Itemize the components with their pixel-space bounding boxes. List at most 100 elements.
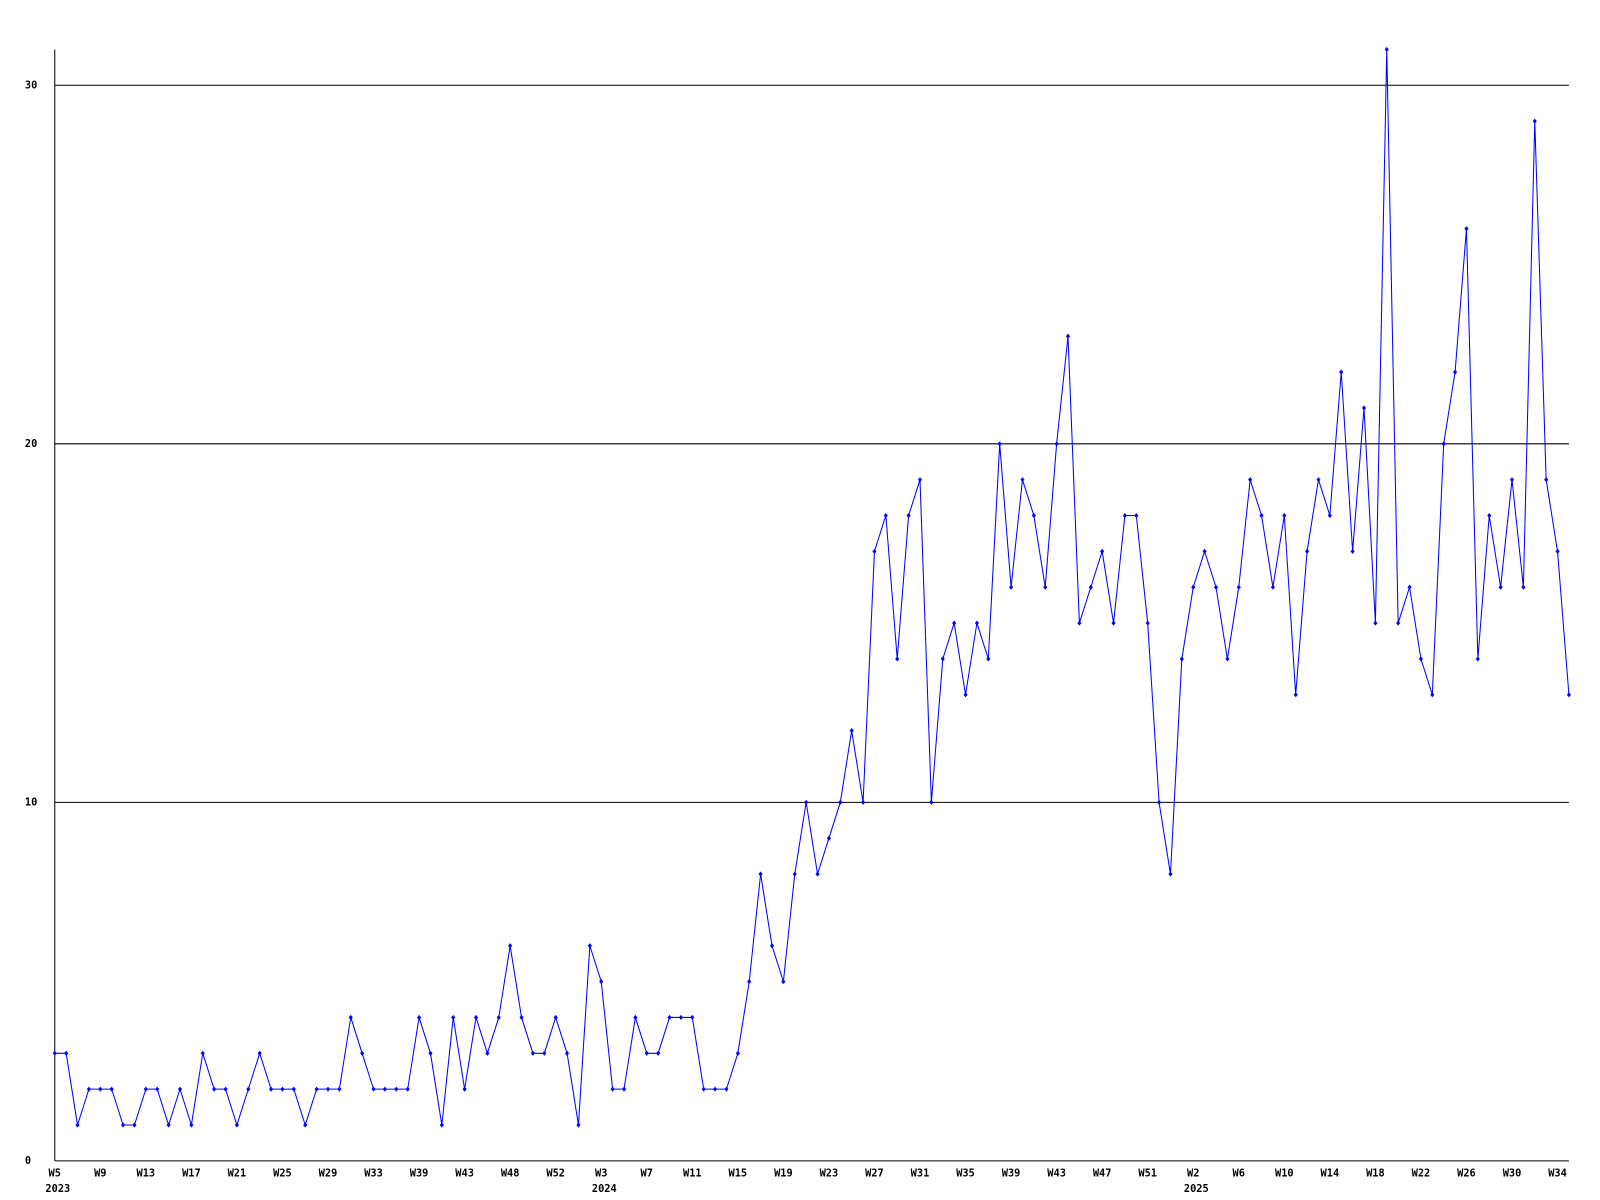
x-tick-label: W34 (1548, 1167, 1567, 1179)
data-point (906, 512, 911, 519)
data-point (1407, 584, 1412, 590)
data-point (1521, 584, 1526, 590)
data-point (1509, 477, 1515, 483)
data-point (485, 1050, 490, 1056)
data-point (1373, 620, 1378, 626)
data-point (1384, 46, 1389, 53)
data-point (496, 1014, 501, 1021)
x-tick-label: W10 (1275, 1167, 1294, 1179)
data-point (223, 1086, 228, 1092)
data-point (1134, 512, 1139, 519)
x-year-label: 2025 (1184, 1183, 1209, 1195)
x-tick-label: W43 (1047, 1167, 1066, 1179)
y-tick-label: 10 (25, 796, 37, 808)
data-point (838, 799, 843, 805)
data-point (121, 1122, 126, 1128)
data-point (451, 1014, 456, 1021)
x-tick-label: W19 (774, 1167, 793, 1179)
data-point (1498, 584, 1503, 590)
data-point (1361, 405, 1367, 411)
x-tick-label: W29 (319, 1167, 338, 1179)
data-point (849, 728, 854, 734)
data-point (1270, 584, 1275, 590)
data-point (462, 1086, 467, 1092)
x-tick-label: W48 (501, 1167, 520, 1179)
x-tick-label: W3 (595, 1167, 607, 1179)
x-tick-label: W22 (1412, 1167, 1431, 1179)
data-point (1282, 512, 1287, 519)
x-tick-label: W39 (410, 1167, 429, 1179)
data-point (963, 692, 968, 698)
x-tick-label: W47 (1093, 1167, 1112, 1179)
data-point (52, 1050, 57, 1056)
x-tick-label: W7 (641, 1167, 653, 1179)
x-tick-label: W11 (683, 1167, 702, 1179)
data-point (781, 979, 786, 985)
data-point (1327, 512, 1332, 519)
data-point (200, 1050, 205, 1056)
data-point (633, 1014, 638, 1021)
data-point (1054, 441, 1059, 447)
data-point (1009, 584, 1014, 590)
data-point (1213, 584, 1219, 590)
data-point (974, 620, 979, 626)
data-point (542, 1050, 547, 1056)
data-point (212, 1086, 217, 1092)
data-point (428, 1050, 433, 1056)
data-point (690, 1014, 695, 1021)
data-point (1259, 512, 1264, 519)
data-point (234, 1122, 239, 1128)
data-point (1555, 548, 1560, 554)
data-point (1043, 584, 1048, 590)
data-point (940, 656, 945, 662)
x-tick-label: W9 (94, 1167, 106, 1179)
data-point (599, 979, 604, 985)
data-point (1316, 477, 1321, 483)
data-point (667, 1014, 672, 1021)
data-point (1475, 656, 1480, 662)
data-point (895, 656, 900, 662)
data-point (1350, 548, 1355, 554)
x-tick-label: W39 (1002, 1167, 1021, 1179)
data-point (1544, 477, 1549, 483)
data-point (86, 1086, 91, 1092)
data-point (1020, 477, 1025, 483)
data-point (1191, 584, 1196, 590)
data-point (713, 1086, 718, 1092)
data-point (1430, 692, 1435, 698)
data-point (826, 835, 831, 841)
x-tick-label: W21 (228, 1167, 247, 1179)
data-point (1441, 441, 1446, 447)
x-tick-label: W2 (1187, 1167, 1199, 1179)
data-point (1305, 548, 1310, 554)
data-point (769, 943, 775, 949)
x-tick-label: W31 (911, 1167, 930, 1179)
x-tick-label: W52 (546, 1167, 565, 1179)
data-point (1100, 548, 1105, 554)
x-tick-label: W15 (729, 1167, 748, 1179)
data-point (348, 1014, 353, 1021)
data-point (246, 1086, 251, 1092)
data-point (439, 1122, 444, 1128)
data-point (1077, 620, 1082, 626)
data-point (1111, 620, 1116, 626)
data-point (257, 1050, 262, 1056)
x-tick-label: W33 (364, 1167, 383, 1179)
data-point (177, 1086, 183, 1092)
data-point (929, 799, 934, 805)
x-tick-label: W27 (865, 1167, 884, 1179)
x-tick-label: W35 (956, 1167, 975, 1179)
data-point (1396, 620, 1401, 626)
data-point (621, 1086, 627, 1092)
x-tick-label: W26 (1457, 1167, 1476, 1179)
data-point (1157, 799, 1162, 805)
data-point (952, 620, 957, 626)
data-point (189, 1122, 194, 1128)
x-year-label: 2024 (592, 1183, 617, 1195)
data-point (109, 1086, 114, 1092)
data-point (519, 1014, 524, 1021)
x-year-label: 2023 (45, 1183, 70, 1195)
data-point (1202, 548, 1207, 554)
data-point (553, 1014, 558, 1021)
